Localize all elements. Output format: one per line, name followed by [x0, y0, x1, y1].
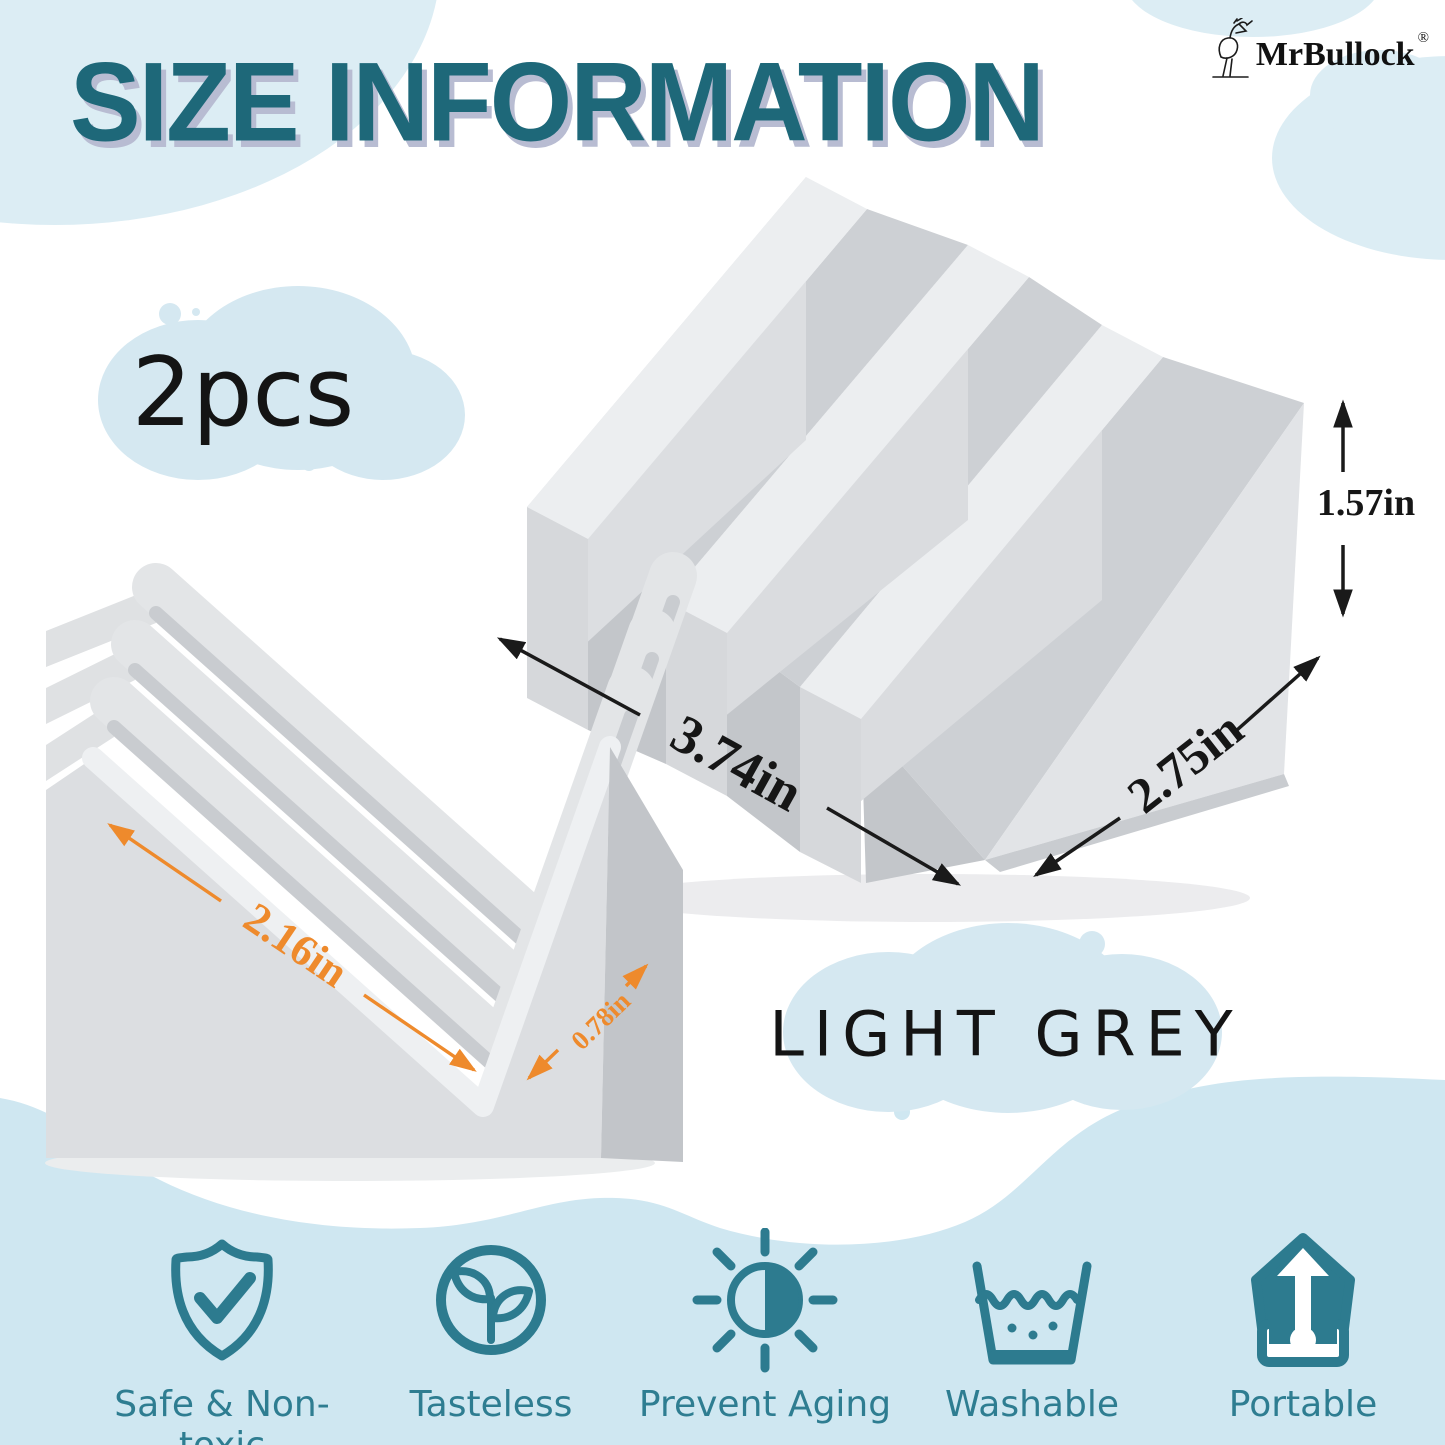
feature-portable: Portable: [1153, 1228, 1445, 1425]
feature-prevent-aging: Prevent Aging: [615, 1228, 915, 1425]
shield-check-icon: [171, 1239, 273, 1361]
leaf-sprout-icon: [436, 1245, 546, 1355]
wash-tub-icon: [972, 1261, 1092, 1365]
color-cloud: [783, 923, 1222, 1113]
feature-label: Safe & Non-toxic: [114, 1384, 330, 1445]
feature-label: Prevent Aging: [638, 1384, 892, 1425]
feature-label: Portable: [1228, 1384, 1378, 1425]
taco-holder-3d-view: [527, 177, 1304, 922]
feature-washable: Washable: [882, 1228, 1182, 1425]
quantity-cloud: [98, 286, 465, 480]
color-name-label: LIGHT GREY: [769, 997, 1243, 1071]
brand-name: MrBullock: [1255, 36, 1415, 73]
bird-sketch-icon: [1212, 18, 1253, 78]
dimension-arrows-black: [496, 399, 1353, 886]
feature-label: Washable: [945, 1384, 1119, 1425]
quantity-label: 2pcs: [131, 338, 355, 448]
registered-mark: ®: [1417, 30, 1429, 46]
sun-half-icon: [692, 1228, 838, 1373]
brand-logo: MrBullock ®: [1206, 18, 1429, 80]
feature-label: Tasteless: [409, 1384, 573, 1425]
portable-arrow-icon: [1251, 1233, 1355, 1367]
dimension-arrows-orange: [107, 823, 649, 1081]
page-title: SIZE INFORMATION: [70, 39, 1045, 165]
dimension-height: 1.57in: [1316, 482, 1416, 524]
taco-holder-front-view: [45, 552, 697, 1181]
corner-blob-decorations: [0, 0, 1445, 260]
feature-row: Safe & Non-toxic Tasteless: [0, 1228, 1445, 1445]
feature-tasteless: Tasteless: [341, 1228, 641, 1425]
feature-safe-non-toxic: Safe & Non-toxic: [72, 1228, 372, 1445]
